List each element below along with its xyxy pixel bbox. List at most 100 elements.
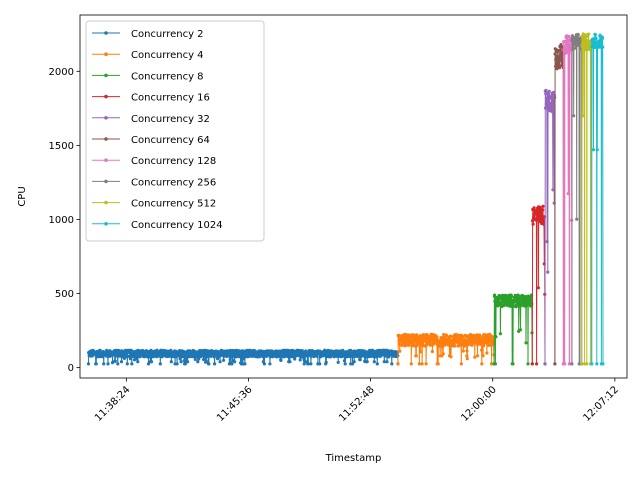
legend-marker bbox=[104, 179, 108, 184]
data-point bbox=[436, 362, 440, 366]
legend-item: Concurrency 4 bbox=[92, 50, 204, 61]
axes-frame bbox=[79, 14, 628, 379]
legend-label: Concurrency 2 bbox=[131, 29, 204, 40]
data-point bbox=[515, 299, 520, 303]
data-point bbox=[551, 110, 555, 114]
data-point bbox=[482, 344, 486, 348]
data-point bbox=[342, 359, 347, 363]
data-point bbox=[463, 333, 467, 337]
legend-label: Concurrency 16 bbox=[131, 93, 210, 104]
data-point bbox=[193, 357, 197, 361]
data-point bbox=[526, 362, 530, 366]
data-point bbox=[202, 354, 206, 358]
data-point bbox=[205, 360, 209, 364]
y-axis-label: CPU bbox=[17, 186, 28, 206]
data-point bbox=[110, 361, 115, 365]
data-point bbox=[581, 114, 585, 118]
series-1 bbox=[86, 348, 400, 366]
data-point bbox=[309, 362, 313, 366]
data-point bbox=[593, 33, 597, 37]
data-point bbox=[453, 344, 457, 348]
data-point bbox=[465, 357, 469, 361]
data-point bbox=[343, 362, 347, 366]
data-point bbox=[544, 88, 548, 92]
legend-item: Concurrency 8 bbox=[92, 71, 204, 82]
data-point bbox=[414, 354, 418, 358]
data-point bbox=[119, 360, 124, 364]
data-point bbox=[94, 362, 98, 366]
data-point bbox=[505, 299, 509, 303]
data-point bbox=[158, 362, 162, 366]
legend-label: Concurrency 4 bbox=[131, 50, 204, 61]
data-point bbox=[588, 47, 593, 51]
legend-item: Concurrency 128 bbox=[92, 156, 216, 167]
data-point bbox=[568, 362, 572, 366]
data-point bbox=[585, 362, 589, 366]
data-point bbox=[485, 351, 489, 355]
data-point bbox=[169, 360, 173, 364]
data-point bbox=[169, 348, 173, 352]
data-point bbox=[420, 362, 424, 366]
data-point bbox=[580, 362, 584, 366]
data-point bbox=[409, 362, 413, 366]
y-tick-label: 2000 bbox=[49, 67, 74, 78]
data-point bbox=[302, 356, 306, 360]
data-point bbox=[113, 359, 117, 363]
data-point bbox=[146, 362, 151, 366]
y-tick-label: 0 bbox=[68, 363, 74, 374]
legend-item: Concurrency 512 bbox=[92, 199, 216, 210]
data-point bbox=[372, 360, 376, 364]
legend-marker bbox=[104, 222, 108, 226]
data-point bbox=[441, 352, 445, 356]
data-point bbox=[303, 360, 307, 364]
data-point bbox=[171, 355, 175, 359]
data-point bbox=[575, 43, 579, 48]
data-point bbox=[570, 362, 574, 366]
data-point bbox=[385, 360, 389, 364]
data-point bbox=[591, 148, 596, 152]
data-point bbox=[564, 44, 568, 48]
legend-marker bbox=[104, 31, 108, 35]
data-point bbox=[538, 216, 542, 220]
plot-area bbox=[86, 32, 605, 366]
data-point bbox=[541, 208, 545, 212]
data-point bbox=[547, 89, 551, 93]
data-point bbox=[125, 362, 129, 366]
data-point bbox=[396, 362, 400, 366]
data-point bbox=[551, 98, 556, 103]
data-point bbox=[557, 66, 562, 70]
data-point bbox=[279, 358, 283, 362]
data-point bbox=[412, 344, 416, 348]
legend-item: Concurrency 2 bbox=[92, 29, 204, 40]
y-tick-label: 500 bbox=[55, 289, 74, 300]
data-point bbox=[576, 33, 580, 37]
data-point bbox=[600, 36, 605, 40]
data-point bbox=[598, 33, 602, 37]
data-point bbox=[350, 362, 355, 366]
data-point bbox=[218, 360, 222, 364]
data-point bbox=[179, 360, 183, 364]
data-point bbox=[365, 360, 369, 364]
series-4 bbox=[530, 204, 547, 366]
data-point bbox=[601, 362, 605, 366]
legend-label: Concurrency 512 bbox=[131, 199, 216, 210]
data-point bbox=[375, 362, 379, 366]
data-point bbox=[430, 349, 434, 354]
data-point bbox=[511, 362, 515, 366]
data-point bbox=[233, 360, 237, 364]
legend-label: Concurrency 1024 bbox=[131, 220, 223, 231]
data-point bbox=[398, 349, 402, 353]
data-point bbox=[546, 270, 550, 274]
data-point bbox=[549, 105, 553, 109]
data-point bbox=[433, 341, 437, 345]
legend-marker bbox=[104, 73, 108, 78]
data-point bbox=[480, 362, 484, 366]
legend-label: Concurrency 256 bbox=[131, 177, 216, 188]
data-point bbox=[498, 332, 502, 336]
data-point bbox=[583, 362, 587, 366]
legend-label: Concurrency 32 bbox=[131, 114, 210, 125]
data-point bbox=[329, 355, 333, 359]
y-axis: 0 500 1000 1500 2000 bbox=[49, 67, 80, 374]
legend-item: Concurrency 32 bbox=[92, 114, 210, 125]
data-point bbox=[480, 348, 484, 352]
